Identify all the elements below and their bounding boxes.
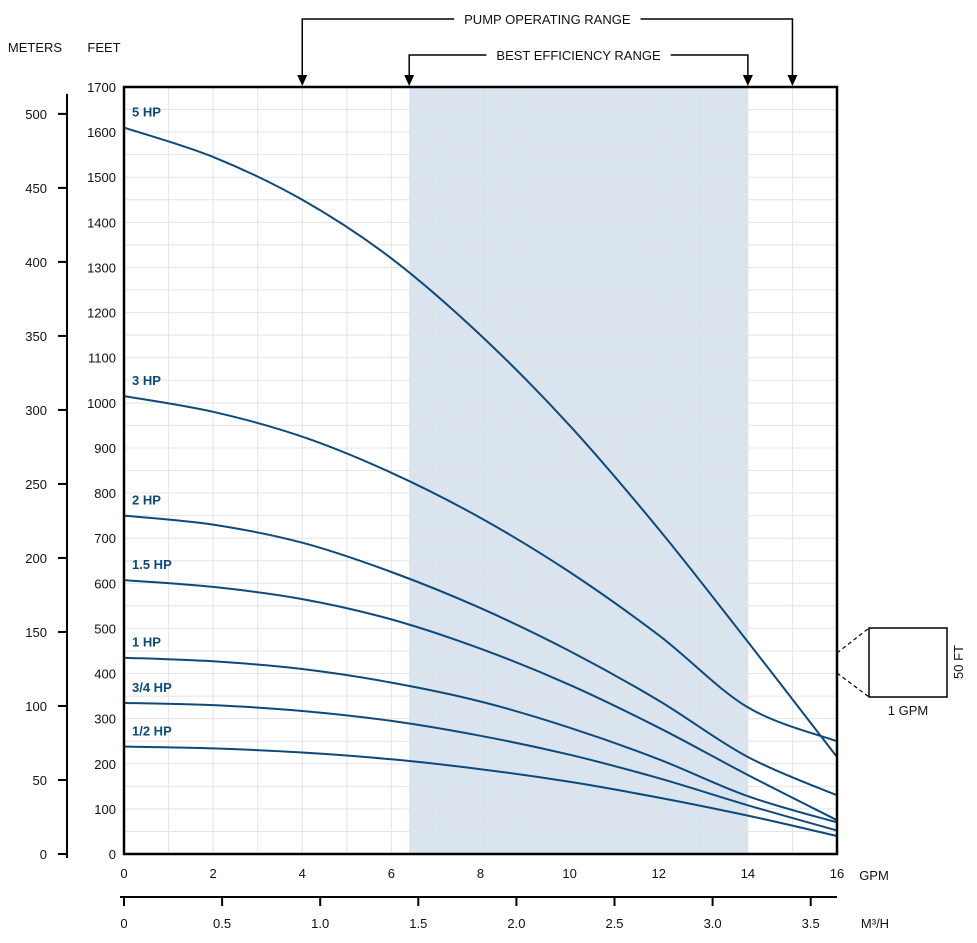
meters-tick-label: 350 <box>25 329 47 344</box>
meters-tick-label: 400 <box>25 255 47 270</box>
m3h-unit-label: M³/H <box>861 916 889 931</box>
curve-label-3-4-hp: 3/4 HP <box>132 680 172 695</box>
scale-box-height-label: 50 FT <box>951 645 966 679</box>
curve-label-1-hp: 1 HP <box>132 635 161 650</box>
feet-tick-label: 300 <box>94 712 116 727</box>
best-efficiency-range-label: BEST EFFICIENCY RANGE <box>496 48 661 63</box>
feet-tick-label: 700 <box>94 531 116 546</box>
grid-layer <box>124 87 837 854</box>
curve-label-1-2-hp: 1/2 HP <box>132 724 172 739</box>
m3h-tick-label: 2.0 <box>507 916 525 931</box>
m3h-tick-label: 1.0 <box>311 916 329 931</box>
meters-tick-label: 100 <box>25 699 47 714</box>
feet-tick-label: 0 <box>109 847 116 862</box>
meters-tick-label: 200 <box>25 551 47 566</box>
curve-label-1-5-hp: 1.5 HP <box>132 557 172 572</box>
feet-tick-label: 100 <box>94 802 116 817</box>
feet-tick-label: 1300 <box>87 260 116 275</box>
feet-tick-label: 1400 <box>87 215 116 230</box>
curve-1-hp <box>123 656 838 824</box>
gpm-tick-label: 16 <box>830 866 844 881</box>
m3h-tick-label: 3.5 <box>802 916 820 931</box>
gpm-tick-label: 6 <box>388 866 395 881</box>
feet-tick-label: 1200 <box>87 306 116 321</box>
pump-operating-range: PUMP OPERATING RANGE <box>297 12 798 86</box>
pump-operating-range-label: PUMP OPERATING RANGE <box>464 12 631 27</box>
curve-1-5-hp <box>123 579 838 822</box>
scale-box: 1 GPM 50 FT <box>836 627 966 718</box>
curve-layer: 5 HP 3 HP 2 HP 1.5 HP 1 HP 3/4 HP 1/2 HP <box>123 105 838 837</box>
curve-2-hp <box>123 514 838 797</box>
feet-tick-label: 1700 <box>87 80 116 95</box>
m3h-tick-label: 0.5 <box>213 916 231 931</box>
meters-tick-label: 50 <box>33 773 47 788</box>
feet-tick-label: 1100 <box>88 351 116 366</box>
m3h-tick-label: 2.5 <box>605 916 623 931</box>
gpm-tick-label: 8 <box>477 866 484 881</box>
meters-tick-label: 150 <box>25 625 47 640</box>
curve-label-3-hp: 3 HP <box>132 373 161 388</box>
m3h-tick-label: 0 <box>120 916 127 931</box>
m3h-tick-label: 3.0 <box>704 916 722 931</box>
curve-label-5-hp: 5 HP <box>132 105 161 120</box>
feet-tick-label: 200 <box>94 757 116 772</box>
curve-5-hp <box>123 126 838 758</box>
curve-label-2-hp: 2 HP <box>132 493 161 508</box>
scale-box-width-label: 1 GPM <box>888 703 928 718</box>
feet-tick-label: 500 <box>94 621 116 636</box>
meters-tick-label: 450 <box>25 181 47 196</box>
gpm-tick-label: 2 <box>210 866 217 881</box>
feet-tick-label: 900 <box>94 441 116 456</box>
meters-tick-label: 0 <box>40 847 47 862</box>
gpm-tick-label: 14 <box>741 866 755 881</box>
curve-1-2-hp <box>123 745 838 837</box>
gpm-tick-label: 10 <box>562 866 576 881</box>
range-annotation-layer: PUMP OPERATING RANGE BEST EFFICIENCY RANG… <box>297 12 798 86</box>
axis-layer: 0100200300400500600700800900100011001200… <box>25 80 844 931</box>
meters-tick-label: 500 <box>25 107 47 122</box>
feet-tick-label: 1600 <box>87 125 116 140</box>
gpm-tick-label: 12 <box>652 866 666 881</box>
meters-unit-label: METERS <box>8 40 63 55</box>
gpm-tick-label: 0 <box>120 866 127 881</box>
m3h-tick-label: 1.5 <box>409 916 427 931</box>
feet-tick-label: 800 <box>94 486 116 501</box>
gpm-unit-label: GPM <box>859 868 889 883</box>
feet-tick-label: 1500 <box>87 170 116 185</box>
feet-tick-label: 400 <box>94 667 116 682</box>
best-efficiency-range: BEST EFFICIENCY RANGE <box>404 48 753 86</box>
feet-tick-label: 1000 <box>87 396 116 411</box>
feet-unit-label: FEET <box>87 40 120 55</box>
curve-3-4-hp <box>123 701 838 832</box>
curve-3-hp <box>123 395 838 743</box>
feet-tick-label: 600 <box>94 576 116 591</box>
meters-tick-label: 300 <box>25 403 47 418</box>
gpm-tick-label: 4 <box>299 866 306 881</box>
meters-tick-label: 250 <box>25 477 47 492</box>
plot-frame <box>122 85 839 856</box>
